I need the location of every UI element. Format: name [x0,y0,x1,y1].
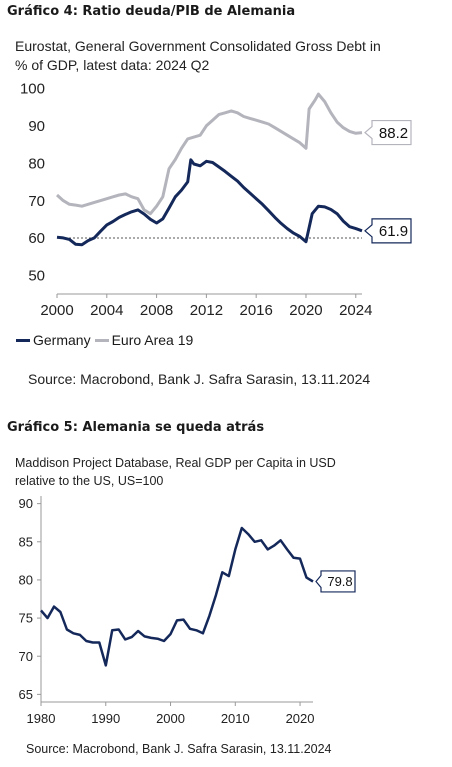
chart5-source: Source: Macrobond, Bank J. Safra Sarasin… [26,742,332,756]
chart4-subtitle-line-1: Eurostat, General Government Consolidate… [15,38,381,54]
chart5-subtitle: Maddison Project Database, Real GDP per … [15,454,336,490]
series-line-euro-area-19 [55,92,363,216]
x-tick-label: 2020 [289,302,322,319]
y-tick-label: 85 [19,534,33,549]
legend-swatch-euro-area [94,338,109,342]
x-tick-label: 2000 [156,711,185,726]
legend-label-germany: Germany [33,332,91,348]
series-line-germany [56,158,363,247]
chart5-subtitle-line-1: Maddison Project Database, Real GDP per … [15,456,336,470]
x-tick-label: 2008 [140,302,173,319]
x-tick-label: 2004 [90,302,123,319]
legend-item-germany: Germany [16,332,91,348]
x-tick-label: 2020 [286,711,315,726]
series-line-germany [40,526,314,667]
legend-item-euro-area: Euro Area 19 [94,332,194,348]
legend-swatch-germany [16,338,30,342]
end-value-label-euro-area-19: 88.2 [379,125,408,142]
x-tick-label: 1980 [27,711,56,726]
x-tick-label: 2010 [221,711,250,726]
end-value-label-germany: 61.9 [379,223,408,240]
y-tick-label: 90 [28,118,45,135]
x-tick-label: 2000 [40,302,73,319]
y-tick-label: 70 [28,193,45,210]
chart4-subtitle: Eurostat, General Government Consolidate… [15,37,381,75]
figure-caption-5: Gráfico 5: Alemania se queda atrás [7,420,265,435]
end-value-label-germany: 79.8 [327,574,352,589]
chart4-source: Source: Macrobond, Bank J. Safra Sarasin… [28,371,371,387]
y-tick-label: 65 [19,687,33,702]
end-label-box-germany [364,218,412,244]
legend-label-euro-area: Euro Area 19 [111,332,194,348]
chart4-legend: Germany Euro Area 19 [16,332,197,348]
y-tick-label: 80 [28,155,45,172]
end-label-box-germany [315,570,356,593]
x-tick-label: 2024 [339,302,372,319]
x-tick-label: 2016 [239,302,272,319]
x-tick-label: 1990 [91,711,120,726]
y-tick-label: 100 [20,81,45,98]
y-tick-label: 60 [28,230,45,247]
y-tick-label: 90 [19,496,33,511]
end-label-box-euro-area-19 [364,119,412,146]
y-tick-label: 80 [19,572,33,587]
y-tick-label: 70 [19,649,33,664]
chart5-subtitle-line-2: relative to the US, US=100 [15,474,164,488]
x-tick-label: 2012 [190,302,223,319]
y-tick-label: 75 [19,611,33,626]
figure-caption-4: Gráfico 4: Ratio deuda/PIB de Alemania [7,4,296,19]
chart4-subtitle-line-2: % of GDP, latest data: 2024 Q2 [15,57,210,73]
y-tick-label: 50 [28,268,45,285]
